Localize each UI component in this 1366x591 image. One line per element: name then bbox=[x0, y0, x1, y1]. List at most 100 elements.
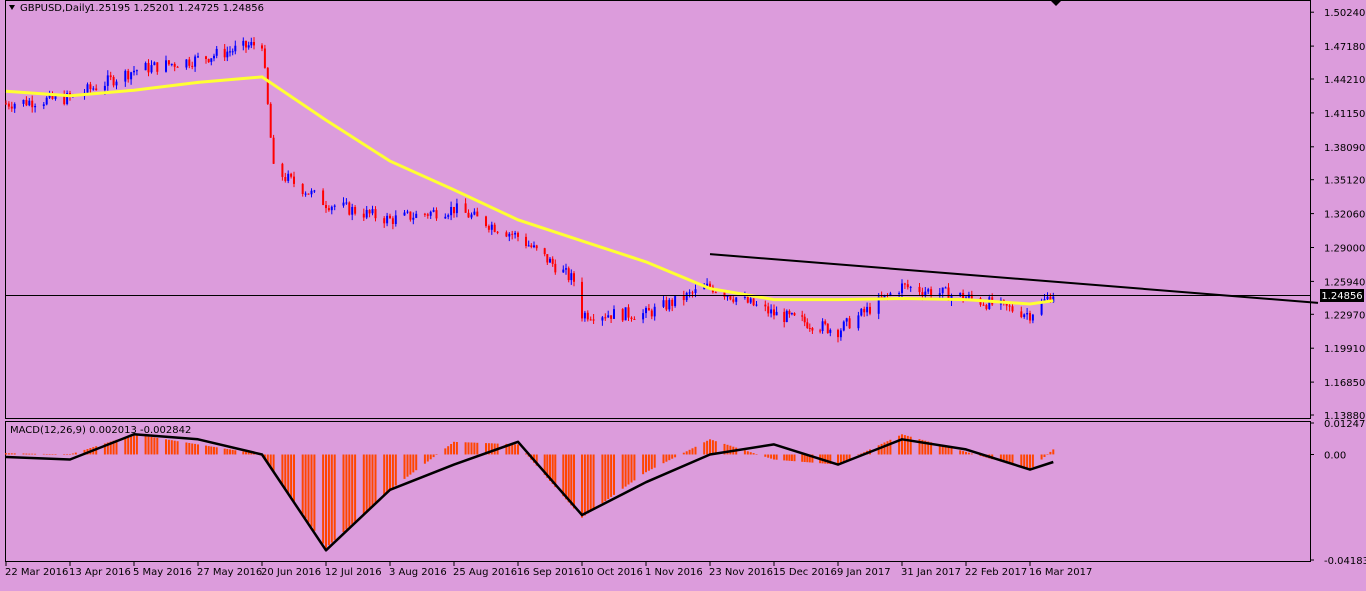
macd-histogram-bar bbox=[173, 440, 176, 455]
candle-body bbox=[167, 60, 170, 65]
macd-histogram-bar bbox=[525, 453, 527, 455]
candle-body bbox=[883, 295, 886, 298]
candle-body bbox=[877, 296, 880, 314]
candle-body bbox=[1023, 314, 1026, 317]
candle-body bbox=[653, 306, 656, 317]
price-panel-frame bbox=[5, 0, 1311, 419]
macd-histogram-bar bbox=[444, 448, 447, 455]
macd-histogram-bar bbox=[215, 447, 218, 455]
macd-histogram-bar bbox=[691, 448, 694, 455]
macd-histogram-bar bbox=[650, 454, 653, 470]
macd-histogram-bar bbox=[627, 454, 630, 485]
candle-body bbox=[803, 316, 806, 323]
current-price-label: 1.24856 bbox=[1321, 291, 1362, 302]
macd-histogram-bar bbox=[694, 446, 697, 455]
candle-body bbox=[633, 319, 636, 320]
macd-histogram-bar bbox=[167, 439, 170, 455]
macd-histogram-bar bbox=[1040, 454, 1043, 460]
candle-body bbox=[272, 137, 275, 164]
macd-histogram-bar bbox=[752, 453, 755, 455]
macd-histogram-bar bbox=[918, 439, 921, 455]
macd-histogram-bar bbox=[790, 454, 793, 461]
candle-body bbox=[389, 215, 391, 219]
macd-histogram-bar bbox=[645, 454, 647, 473]
candle-body bbox=[647, 308, 650, 311]
date-tick-label: 10 Oct 2016 bbox=[581, 567, 643, 578]
macd-histogram-bar bbox=[877, 445, 880, 455]
macd-histogram-bar bbox=[415, 454, 418, 471]
macd-histogram-bar bbox=[272, 454, 275, 472]
candle-body bbox=[793, 313, 796, 316]
macd-histogram-bar bbox=[770, 454, 773, 459]
candle-body bbox=[826, 323, 829, 333]
macd-histogram-bar bbox=[266, 454, 269, 463]
macd-histogram-bar bbox=[69, 454, 71, 455]
macd-histogram-bar bbox=[7, 453, 10, 455]
trendline-layer[interactable] bbox=[709, 253, 1319, 304]
candle-body bbox=[135, 70, 138, 72]
candle-body bbox=[25, 99, 28, 106]
date-tick-label: 22 Mar 2016 bbox=[5, 567, 68, 578]
moving-average-line bbox=[5, 75, 1054, 306]
candle-body bbox=[284, 177, 287, 181]
candle-body bbox=[31, 100, 34, 108]
macd-histogram-bar bbox=[429, 454, 432, 460]
candle-body bbox=[1043, 299, 1046, 302]
candle-body bbox=[962, 292, 965, 300]
candle-body bbox=[842, 321, 845, 331]
candle-body bbox=[450, 207, 453, 216]
candle-body bbox=[967, 294, 970, 298]
candle-body bbox=[429, 211, 432, 216]
date-tick-label: 16 Mar 2017 bbox=[1029, 567, 1092, 578]
candle-body bbox=[92, 88, 95, 90]
candle-body bbox=[327, 208, 330, 211]
macd-histogram-bar bbox=[144, 436, 147, 455]
macd-histogram-bar bbox=[455, 442, 458, 455]
macd-histogram-bar bbox=[348, 454, 351, 527]
candle-body bbox=[231, 51, 234, 53]
macd-histogram-bar bbox=[310, 454, 313, 527]
candle-body bbox=[863, 308, 866, 313]
candle-body bbox=[253, 42, 255, 46]
macd-histogram-bar bbox=[604, 454, 607, 502]
candle-body bbox=[325, 205, 327, 209]
candle-body bbox=[924, 291, 927, 296]
candle-body bbox=[982, 304, 985, 306]
candle-body bbox=[266, 67, 269, 104]
macd-histogram-bar bbox=[176, 441, 179, 455]
macd-histogram-bar bbox=[83, 449, 86, 455]
macd-histogram-bar bbox=[601, 454, 604, 504]
candle-body bbox=[918, 286, 921, 293]
macd-histogram-bar bbox=[453, 441, 455, 455]
macd-histogram-bar bbox=[1049, 451, 1052, 455]
candle-body bbox=[150, 65, 153, 73]
candle-body bbox=[839, 330, 842, 338]
macd-histogram-bar bbox=[368, 454, 371, 509]
macd-histogram-bar bbox=[999, 454, 1002, 462]
candle-body bbox=[1029, 313, 1031, 321]
candle-body bbox=[368, 209, 371, 214]
macd-histogram-bar bbox=[51, 454, 54, 455]
macd-histogram-bar bbox=[883, 442, 886, 455]
macd-histogram-bar bbox=[313, 454, 316, 531]
candle-body bbox=[156, 62, 159, 72]
date-tick-label: 25 Aug 2016 bbox=[453, 567, 517, 578]
macd-histogram-bar bbox=[967, 452, 970, 455]
candle-body bbox=[386, 215, 389, 224]
macd-histogram-bar bbox=[234, 450, 237, 455]
macd-histogram-bar bbox=[723, 443, 726, 455]
candle-body bbox=[607, 315, 610, 318]
candle-body bbox=[269, 103, 272, 138]
macd-histogram-bar bbox=[565, 454, 567, 500]
macd-histogram-bar bbox=[592, 454, 595, 510]
candle-body bbox=[293, 176, 295, 184]
candle-body bbox=[34, 106, 37, 108]
triangle-down-icon[interactable] bbox=[9, 5, 15, 10]
candle-body bbox=[226, 51, 229, 58]
trendline[interactable] bbox=[709, 253, 1319, 304]
candle-body bbox=[671, 299, 674, 306]
candle-body bbox=[133, 70, 135, 73]
macd-histogram-bar bbox=[562, 454, 565, 497]
